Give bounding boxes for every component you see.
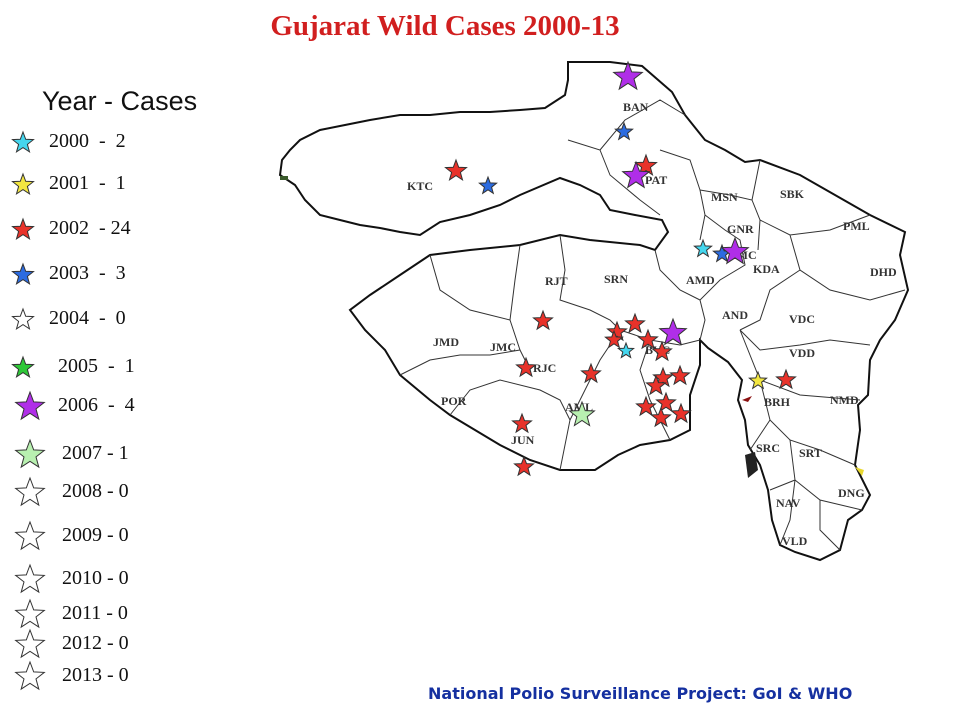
legend-label: 2007 - 1: [62, 442, 129, 464]
legend-star-icon: [14, 390, 46, 421]
legend-label: 2010 - 0: [62, 567, 129, 589]
case-marker-star: [775, 368, 797, 390]
case-marker-star: [645, 374, 667, 396]
district-label-srn: SRN: [604, 272, 628, 286]
case-marker-star: [444, 158, 468, 182]
district-label-jmc: JMC: [490, 340, 516, 354]
district-label-ban: BAN: [623, 100, 649, 114]
district-label-dng: DNG: [838, 486, 865, 500]
case-marker-star: [693, 238, 713, 258]
district-label-vld: VLD: [782, 534, 808, 548]
legend-label: 2002 - 24: [49, 217, 131, 239]
district-label-nmd: NMD: [830, 393, 859, 407]
case-marker-star: [580, 362, 602, 384]
legend-star-icon: [14, 563, 46, 594]
legend-star-icon: [11, 307, 35, 331]
case-marker-star: [651, 340, 673, 362]
district-label-amd: AMD: [686, 273, 715, 287]
case-marker-star: [478, 175, 498, 195]
legend-label: 2009 - 0: [62, 524, 129, 546]
district-label-jun: JUN: [511, 433, 535, 447]
district-label-vdc: VDC: [789, 312, 815, 326]
case-marker-star: [568, 400, 596, 427]
legend-label: 2001 - 1: [49, 172, 126, 194]
case-marker-star: [720, 236, 750, 265]
case-marker-star: [617, 341, 635, 359]
district-label-pat: PAT: [645, 173, 667, 187]
case-marker-star: [532, 309, 554, 331]
case-marker-star: [652, 366, 674, 388]
case-marker-star: [621, 160, 651, 189]
footer-credit: National Polio Surveillance Project: GoI…: [428, 684, 853, 703]
district-label-msn: MSN: [711, 190, 738, 204]
case-marker-star: [606, 320, 628, 342]
legend-star-icon: [11, 172, 35, 196]
legend-title: Year - Cases: [42, 86, 198, 116]
case-marker-star: [748, 370, 768, 390]
case-marker-star: [511, 412, 533, 434]
case-marker-star: [635, 395, 657, 417]
district-label-rjc: RJC: [533, 361, 556, 375]
district-label-por: POR: [441, 394, 467, 408]
district-label-sbk: SBK: [780, 187, 805, 201]
case-marker-star: [670, 402, 692, 424]
case-marker-star: [614, 121, 634, 141]
district-label-dhd: DHD: [870, 265, 897, 279]
district-label-and: AND: [722, 308, 748, 322]
case-marker-star: [655, 391, 677, 413]
legend-markers: [11, 130, 46, 691]
legend-star-icon: [14, 598, 46, 629]
case-marker-star: [513, 455, 535, 477]
legend-star-icon: [11, 355, 35, 379]
district-label-brh: BRH: [764, 395, 791, 409]
legend-star-icon: [14, 476, 46, 507]
case-marker-star: [515, 356, 537, 378]
district-label-kda: KDA: [753, 262, 780, 276]
legend-star-icon: [14, 628, 46, 659]
district-label-vdd: VDD: [789, 346, 815, 360]
case-marker-star: [650, 406, 672, 428]
legend-label: 2006 - 4: [58, 394, 135, 416]
legend-star-icon: [11, 130, 35, 154]
legend-star-icon: [14, 438, 46, 469]
map-title: Gujarat Wild Cases 2000-13: [270, 10, 620, 42]
district-label-gnr: GNR: [727, 222, 754, 236]
case-marker-star: [669, 364, 691, 386]
case-marker-star: [637, 328, 659, 350]
legend-star-icon: [11, 217, 35, 241]
legend-label: 2000 - 2: [49, 130, 126, 152]
legend-star-icon: [14, 520, 46, 551]
state-outline: [278, 61, 910, 562]
legend-label: 2011 - 0: [62, 602, 128, 624]
district-label-rjt: RJT: [545, 274, 568, 288]
district-label-src: SRC: [756, 441, 780, 455]
case-marker-star: [624, 312, 646, 334]
case-marker-star: [658, 317, 688, 346]
legend-label: 2012 - 0: [62, 632, 129, 654]
district-label-nav: NAV: [776, 496, 801, 510]
legend-label: 2004 - 0: [49, 307, 126, 329]
case-marker-star: [604, 329, 624, 349]
district-label-ktc: KTC: [407, 179, 433, 193]
case-marker-star: [634, 153, 658, 177]
case-marker-star: [612, 60, 644, 91]
legend-star-icon: [11, 262, 35, 286]
legend-star-icon: [14, 660, 46, 691]
district-label-jmd: JMD: [433, 335, 459, 349]
legend-label: 2003 - 3: [49, 262, 126, 284]
case-markers: [444, 60, 797, 477]
district-label-srt: SRT: [799, 446, 822, 460]
legend-label: 2005 - 1: [58, 355, 135, 377]
legend-label: 2013 - 0: [62, 664, 129, 686]
district-label-pml: PML: [843, 219, 870, 233]
legend-label: 2008 - 0: [62, 480, 129, 502]
